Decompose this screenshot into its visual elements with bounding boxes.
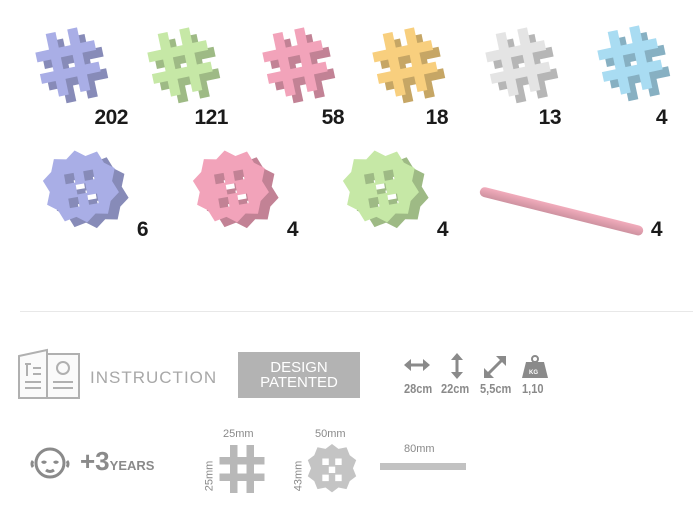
design-text: DESIGN: [270, 359, 328, 376]
piece-count: 18: [425, 106, 449, 129]
design-patented-badge: DESIGN PATENTED: [238, 352, 360, 398]
age-unit: YEARS: [109, 458, 155, 473]
piece-count: 4: [655, 106, 668, 129]
dimension-icons: KG: [404, 353, 548, 379]
weight-unit: KG: [529, 370, 538, 376]
hash-piece-icon: [144, 24, 222, 107]
snowflake-piece-icon: [40, 144, 130, 235]
hash-size-icon: [219, 445, 265, 493]
height-arrow-icon: [451, 353, 463, 379]
width-arrow-icon: [404, 359, 430, 371]
rod-length-label: 80mm: [404, 443, 435, 455]
weight-value: 1,10: [522, 381, 544, 396]
height-value: 22cm: [441, 381, 470, 396]
hash-height-label: 25mm: [203, 460, 216, 492]
snowflake-size-icon: [307, 444, 357, 493]
instruction-booklet-icon: [18, 348, 80, 399]
divider: [20, 311, 693, 312]
hash-piece-icon: [594, 22, 672, 105]
rod-size-icon: [380, 463, 466, 470]
rod-piece-icon: [478, 186, 645, 237]
age-plus: +3: [80, 446, 110, 476]
piece-count: 202: [94, 106, 128, 129]
piece-count: 4: [650, 218, 663, 241]
hash-piece-icon: [369, 24, 447, 107]
age-label: +3YEARS: [80, 446, 154, 477]
depth-value: 5,5cm: [480, 381, 512, 396]
hash-width-label: 25mm: [223, 428, 254, 440]
hash-piece-icon: [32, 24, 110, 107]
piece-count: 6: [136, 218, 149, 241]
piece-count: 4: [436, 218, 449, 241]
patented-text: PATENTED: [260, 374, 338, 391]
baby-face-icon: [30, 447, 70, 479]
piece-count: 58: [321, 106, 345, 129]
snowflake-width-label: 50mm: [315, 428, 346, 440]
hash-piece-icon: [259, 24, 337, 107]
instruction-label: INSTRUCTION: [90, 368, 218, 387]
piece-count: 4: [286, 218, 299, 241]
snowflake-piece-icon: [190, 144, 280, 235]
snowflake-height-label: 43mm: [292, 460, 305, 492]
snowflake-piece-icon: [340, 144, 430, 235]
width-value: 28cm: [404, 381, 433, 396]
depth-arrow-icon: [484, 356, 506, 378]
hash-piece-icon: [482, 24, 560, 107]
piece-count: 121: [194, 106, 228, 129]
weight-icon: [522, 362, 548, 378]
piece-count: 13: [538, 106, 562, 129]
